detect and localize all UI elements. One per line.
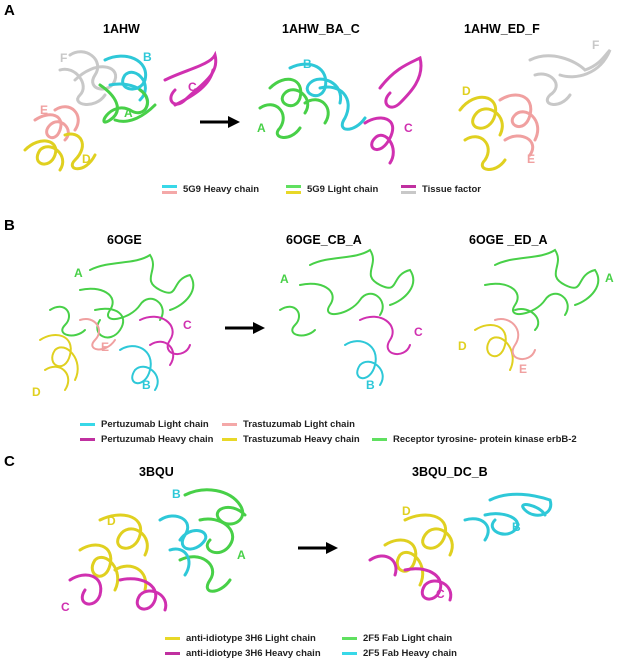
protein-structure-1ahw-ba-c	[258, 55, 423, 165]
chain-label: C	[404, 121, 413, 135]
panel-b-letter: B	[4, 217, 15, 234]
structure-title: 1AHW_BA_C	[282, 22, 360, 36]
protein-structure-6oge-ed-a	[474, 248, 600, 371]
chain-label: A	[280, 272, 289, 286]
arrow-icon	[225, 322, 265, 334]
structure-title: 1AHW	[103, 22, 140, 36]
legend-label: Tissue factor	[422, 183, 481, 195]
legend-label: 2F5 Fab Light chain	[363, 632, 453, 644]
chain-label: D	[402, 504, 411, 518]
chain-label: B	[366, 378, 375, 392]
chain-label: D	[462, 84, 471, 98]
chain-label: C	[61, 600, 70, 614]
legend-label: 2F5 Fab Heavy chain	[363, 647, 457, 659]
legend-a-item: 5G9 Heavy chain	[162, 183, 259, 195]
chain-label: C	[436, 587, 445, 601]
protein-structure-3bqu	[68, 488, 247, 612]
structure-title: 6OGE_CB_A	[286, 233, 362, 247]
legend-b-col-2: Trastuzumab Light chain Trastuzumab Heav…	[222, 418, 360, 445]
legend-label: Trastuzumab Light chain	[243, 418, 355, 430]
protein-structure-6oge-cb-a	[279, 248, 415, 386]
chain-label: F	[592, 38, 600, 52]
legend-c-col-1: anti-idiotype 3H6 Light chain anti-idiot…	[165, 632, 321, 659]
protein-structure-6oge	[39, 253, 195, 391]
legend-b-col-3: Receptor tyrosine- protein kinase erbB-2	[372, 433, 577, 445]
chain-label: A	[124, 106, 133, 120]
arrow-icon	[200, 116, 240, 128]
chain-label: E	[519, 362, 528, 376]
chain-label: A	[74, 266, 83, 280]
chain-label: D	[458, 339, 467, 353]
structure-title: 3BQU	[139, 465, 174, 479]
chain-label: B	[142, 378, 151, 392]
chain-label: A	[237, 548, 246, 562]
chain-label: A	[257, 121, 266, 135]
legend-label: Pertuzumab Heavy chain	[101, 433, 214, 445]
chain-label: C	[188, 80, 197, 94]
legend-label: Trastuzumab Heavy chain	[243, 433, 360, 445]
protein-structure-1ahw-ed-f	[458, 48, 612, 171]
chain-label: D	[82, 152, 91, 166]
structure-title: 1AHW_ED_F	[464, 22, 540, 36]
legend-c-col-2: 2F5 Fab Light chain 2F5 Fab Heavy chain	[342, 632, 457, 659]
legend-label: anti-idiotype 3H6 Heavy chain	[186, 647, 321, 659]
legend-a-item: Tissue factor	[401, 183, 481, 195]
chain-label: E	[101, 340, 110, 354]
protein-structure-3bqu-dc-b	[368, 492, 553, 602]
chain-label: A	[605, 271, 614, 285]
legend-a-item: 5G9 Light chain	[286, 183, 378, 195]
arrow-icon	[298, 542, 338, 554]
chain-label: B	[143, 50, 152, 64]
legend-label: 5G9 Heavy chain	[183, 183, 260, 195]
chain-label: C	[414, 325, 423, 339]
chain-label: F	[60, 51, 68, 65]
legend-label: 5G9 Light chain	[307, 183, 379, 195]
chain-label: B	[512, 520, 521, 534]
chain-label: B	[303, 57, 312, 71]
structure-title: 6OGE _ED_A	[469, 233, 548, 247]
chain-label: D	[32, 385, 41, 399]
legend-label: anti-idiotype 3H6 Light chain	[186, 632, 316, 644]
structure-title: 6OGE	[107, 233, 142, 247]
structure-title: 3BQU_DC_B	[412, 465, 488, 479]
chain-label: B	[172, 487, 181, 501]
legend-label: Pertuzumab Light chain	[101, 418, 209, 430]
legend-label: Receptor tyrosine- protein kinase erbB-2	[393, 433, 577, 445]
panel-c-letter: C	[4, 453, 15, 470]
panel-a-letter: A	[4, 2, 15, 19]
legend-b-col-1: Pertuzumab Light chain Pertuzumab Heavy …	[80, 418, 213, 445]
chain-label: E	[527, 152, 536, 166]
chain-label: E	[40, 103, 49, 117]
chain-label: C	[183, 318, 192, 332]
protein-structure-1ahw	[23, 50, 218, 172]
chain-label: D	[107, 514, 116, 528]
